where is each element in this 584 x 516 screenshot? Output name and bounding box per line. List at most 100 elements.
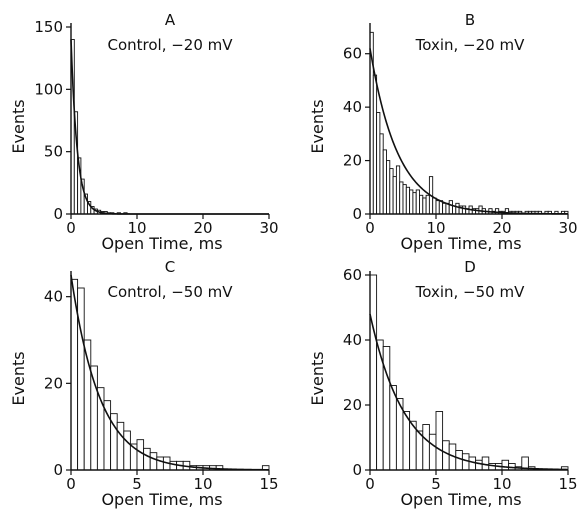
x-tick-label: 30	[259, 219, 278, 237]
bar	[475, 459, 483, 471]
bar	[435, 200, 440, 215]
panel-b: 0 10 20 30 0 20 40 60 Open Time, ms Events B Toxin,…	[308, 11, 578, 253]
bar	[425, 194, 430, 215]
y-axis-label-c: Events	[9, 351, 28, 405]
x-tick-label: 10	[426, 219, 445, 237]
bar	[455, 202, 460, 215]
bars-d	[369, 274, 569, 471]
panel-a: 0 10 20 30 0 50 100 150 Open Time, ms Events A Cont…	[9, 11, 279, 253]
x-axis-label-b: Open Time, ms	[400, 234, 521, 253]
bar	[412, 192, 417, 215]
y-tick-label: 100	[34, 80, 63, 98]
y-axis-label-a: Events	[9, 99, 28, 153]
panel-d: 0 5 10 15 0 20 40 60 Open Time, ms Events D Toxin, …	[308, 258, 578, 509]
bar	[422, 197, 427, 215]
bar	[419, 194, 424, 215]
panel-c: 0 5 10 15 0 20 40 Open Time, ms Events C Control, …	[9, 258, 279, 509]
y-tick-label: 40	[44, 288, 63, 306]
bars-c	[70, 278, 270, 471]
x-tick-label: 15	[558, 475, 577, 493]
bar	[442, 202, 447, 215]
x-tick-label: 0	[66, 475, 76, 493]
bar	[415, 430, 424, 471]
bar	[455, 450, 463, 471]
bar	[432, 197, 437, 215]
bar	[501, 459, 510, 471]
bar	[389, 168, 394, 215]
x-tick-label: 15	[259, 475, 278, 493]
bar	[428, 433, 437, 471]
y-tick-label: 40	[343, 98, 362, 116]
x-axis-label-c: Open Time, ms	[101, 490, 222, 509]
bar	[422, 424, 430, 471]
bar	[389, 385, 397, 471]
bar	[169, 460, 178, 471]
y-tick-label: 60	[343, 45, 362, 63]
x-tick-label: 10	[193, 475, 212, 493]
bar	[468, 456, 477, 471]
x-tick-label: 20	[193, 219, 212, 237]
panel-letter-a: A	[165, 11, 176, 29]
bar	[372, 74, 378, 215]
x-axis-label-d: Open Time, ms	[400, 490, 521, 509]
panel-title-b: Toxin, −20 mV	[415, 36, 525, 54]
bar	[143, 447, 151, 471]
bar	[435, 411, 444, 471]
x-tick-label: 5	[132, 475, 142, 493]
y-tick-label: 60	[343, 266, 362, 284]
x-tick-label: 5	[431, 475, 441, 493]
bar	[392, 176, 397, 215]
y-tick-label: 40	[343, 331, 362, 349]
panel-letter-d: D	[464, 258, 476, 276]
bar	[376, 112, 381, 215]
x-tick-label: 30	[558, 219, 577, 237]
bar	[494, 208, 500, 215]
bar	[461, 453, 470, 471]
y-tick-label: 0	[352, 461, 362, 479]
bar	[448, 200, 453, 215]
x-axis-label-a: Open Time, ms	[101, 234, 222, 253]
bar	[136, 439, 145, 471]
bar	[409, 189, 414, 215]
bars-a	[70, 39, 128, 215]
bar	[77, 287, 85, 471]
y-axis-label-b: Events	[308, 99, 327, 153]
x-tick-label: 0	[365, 475, 375, 493]
x-tick-label: 0	[365, 219, 375, 237]
bar	[478, 205, 483, 215]
fit-curve-a	[70, 39, 269, 215]
panel-title-d: Toxin, −50 mV	[415, 283, 525, 301]
y-tick-label: 20	[44, 374, 63, 392]
bar	[369, 274, 378, 471]
y-tick-label: 20	[343, 396, 362, 414]
bar	[438, 200, 444, 215]
x-tick-label: 20	[492, 219, 511, 237]
bar	[442, 440, 450, 471]
y-tick-label: 0	[53, 205, 63, 223]
y-axis-label-d: Events	[308, 351, 327, 405]
bar	[461, 205, 467, 215]
panel-title-a: Control, −20 mV	[107, 36, 233, 54]
y-tick-label: 0	[53, 461, 63, 479]
bar	[405, 186, 411, 215]
bar	[415, 189, 420, 215]
bar	[149, 452, 158, 471]
bar	[156, 456, 164, 471]
y-tick-label: 150	[34, 18, 63, 36]
x-tick-label: 10	[492, 475, 511, 493]
bar	[379, 133, 384, 215]
bar	[382, 149, 387, 215]
panel-letter-c: C	[165, 258, 175, 276]
bar	[386, 160, 391, 215]
fit-curve-d	[369, 313, 569, 471]
bar	[123, 430, 131, 471]
bar	[402, 184, 407, 215]
bar	[399, 181, 404, 215]
panel-title-c: Control, −50 mV	[107, 283, 233, 301]
bar	[395, 165, 401, 215]
y-tick-label: 0	[352, 205, 362, 223]
bar	[116, 421, 125, 471]
bars-b	[369, 31, 569, 215]
